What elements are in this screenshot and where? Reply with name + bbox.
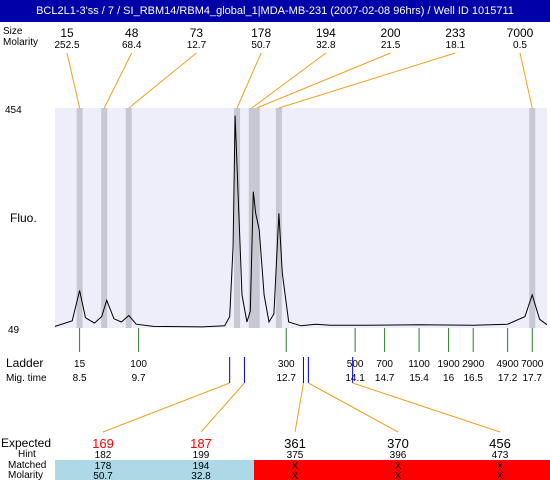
peak-molarity-label: 50.7 — [251, 40, 271, 51]
matched-molarity-value: X — [292, 471, 299, 480]
matched-value: 194 — [193, 461, 210, 472]
expected-size: 370 — [387, 436, 409, 451]
hint-value: 199 — [193, 450, 210, 461]
peak-size-label: 7000 — [507, 26, 534, 40]
peak-band — [76, 108, 83, 328]
hint-value: 396 — [390, 450, 407, 461]
peak-callout-line — [519, 52, 533, 109]
ladder-size-label: 4900 — [497, 359, 520, 370]
ladder-size-label: 100 — [130, 359, 147, 370]
matched-molarity-value: 50.7 — [93, 471, 113, 480]
matched-value: X — [292, 461, 299, 472]
peak-molarity-label: 252.5 — [54, 40, 79, 51]
peak-molarity-label: 12.7 — [187, 40, 207, 51]
peak-callout-line — [236, 52, 262, 109]
peak-molarity-label: 18.1 — [446, 40, 466, 51]
ladder-size-label: 15 — [74, 359, 86, 370]
matched-value: 178 — [95, 461, 112, 472]
peak-band — [101, 108, 108, 328]
matched-block — [55, 460, 254, 480]
ladder-size-label: 1100 — [408, 359, 430, 370]
peak-molarity-label: 32.8 — [316, 40, 336, 51]
peak-callout-line — [103, 52, 133, 109]
ladder-migtime-label: 17.2 — [498, 373, 518, 384]
ladder-migtime-label: 14.1 — [345, 373, 365, 384]
molarity-row-label: Molarity — [3, 37, 38, 48]
ladder-size-label: 1900 — [437, 359, 460, 370]
ladder-migtime-label: 14.7 — [375, 373, 395, 384]
peak-band — [125, 108, 132, 328]
peak-callout-line — [278, 52, 456, 109]
expected-callout-line — [102, 382, 230, 433]
peak-molarity-label: 0.5 — [513, 40, 527, 51]
ladder-row-label: Ladder — [6, 356, 43, 370]
ladder-size-label: 500 — [347, 359, 364, 370]
expected-size: 361 — [284, 436, 306, 451]
peak-size-label: 194 — [316, 26, 336, 40]
molarity-bottom-row-label: Molarity — [8, 470, 43, 480]
hint-value: 473 — [492, 450, 509, 461]
ladder-migtime-label: 16 — [443, 373, 455, 384]
peak-band — [234, 108, 241, 328]
expected-row-label: Expected — [1, 436, 51, 450]
matched-molarity-value: X — [497, 471, 504, 480]
peak-molarity-label: 68.4 — [122, 40, 142, 51]
migtime-row-label: Mig. time — [6, 373, 47, 384]
hint-row-label: Hint — [18, 449, 36, 460]
unmatched-block — [254, 460, 550, 480]
peak-callout-line — [66, 52, 81, 109]
hint-value: 375 — [287, 450, 304, 461]
peak-size-label: 48 — [125, 26, 139, 40]
expected-size: 187 — [190, 436, 212, 451]
peak-callout-line — [256, 52, 391, 109]
peak-callout-line — [128, 52, 197, 109]
expected-size: 169 — [92, 436, 114, 451]
matched-value: X — [497, 461, 504, 472]
plot-area — [55, 108, 547, 328]
expected-size: 456 — [489, 436, 511, 451]
ladder-size-label: 2900 — [462, 359, 485, 370]
peak-size-label: 200 — [381, 26, 401, 40]
ladder-migtime-label: 15.4 — [409, 373, 429, 384]
ladder-migtime-label: 17.7 — [523, 373, 543, 384]
expected-callout-line — [200, 382, 245, 433]
ladder-migtime-label: 8.5 — [73, 373, 87, 384]
peak-band — [529, 108, 536, 328]
hint-value: 182 — [95, 450, 112, 461]
ladder-axis: 15 8.5 100 9.7 300 12.7 500 14.1 700 14.7 1100 15.4… — [73, 328, 544, 384]
fluorescence-trace — [54, 115, 548, 328]
peak-callout-line — [251, 52, 327, 109]
y-axis-label: Fluo. — [10, 211, 37, 225]
matched-molarity-value: 32.8 — [191, 471, 211, 480]
expected-callout-line — [352, 382, 501, 433]
ladder-migtime-label: 12.7 — [277, 373, 297, 384]
peak-band — [248, 108, 255, 328]
matched-value: X — [395, 461, 402, 472]
peak-size-label: 233 — [445, 26, 465, 40]
ladder-size-label: 7000 — [521, 359, 544, 370]
y-tick-bottom: 49 — [8, 325, 20, 336]
peak-molarity-label: 21.5 — [381, 40, 401, 51]
matched-molarity-value: X — [395, 471, 402, 480]
ladder-size-label: 300 — [278, 359, 295, 370]
ladder-size-label: 700 — [376, 359, 393, 370]
peak-size-label: 178 — [251, 26, 271, 40]
expected-callout-line — [308, 382, 399, 433]
peak-size-label: 15 — [60, 26, 74, 40]
ladder-migtime-label: 16.5 — [463, 373, 483, 384]
matched-row-label: Matched — [8, 460, 46, 471]
window-title: BCL2L1-3'ss / 7 / SI_RBM14/RBM4_global_1… — [0, 0, 550, 22]
expected-callout-line — [294, 382, 304, 433]
ladder-migtime-label: 9.7 — [132, 373, 146, 384]
peak-size-label: 73 — [190, 26, 204, 40]
size-row-label: Size — [3, 26, 23, 37]
y-tick-top: 454 — [5, 105, 22, 116]
